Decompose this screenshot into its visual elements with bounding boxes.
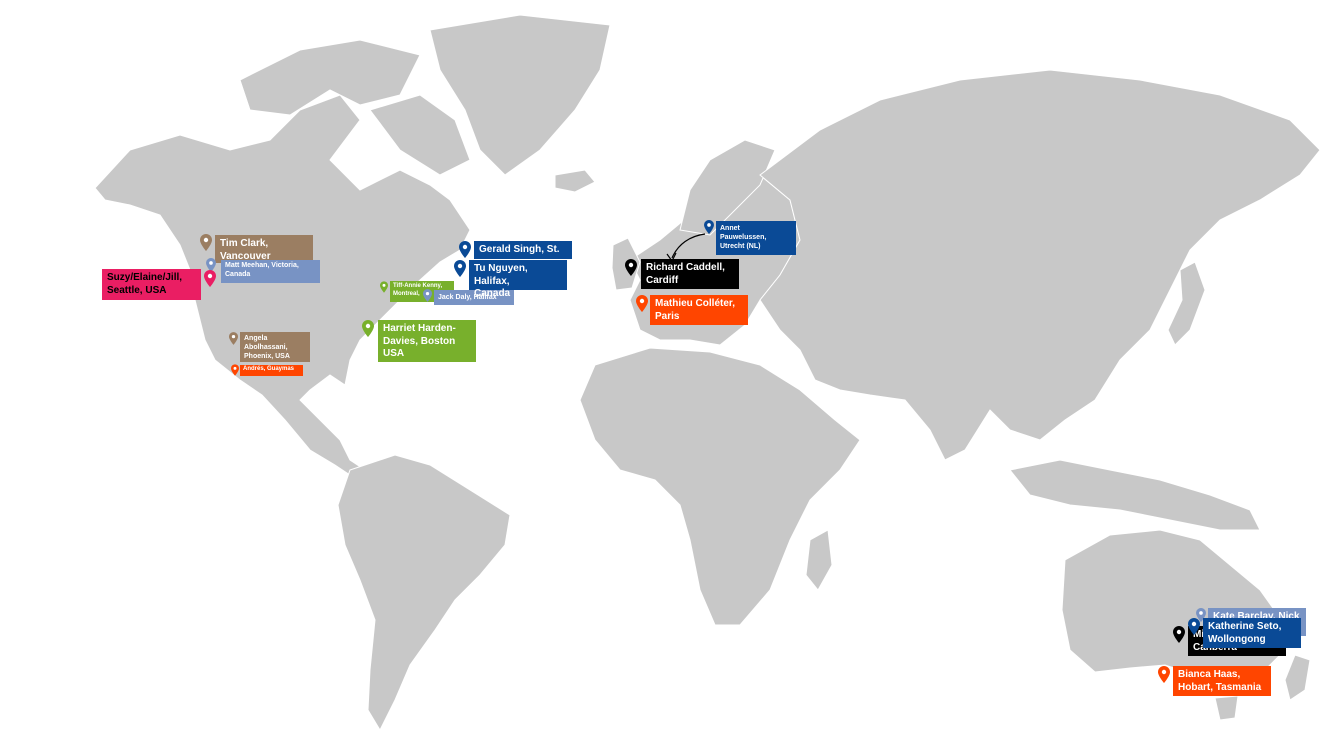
baffin-island [369, 94, 471, 176]
location-label: Jack Daly, Halifax [434, 290, 514, 305]
africa-landmass [579, 347, 861, 626]
location-label: Andrés, Guaymas [240, 365, 303, 376]
location-label: Suzy/Elaine/Jill, Seattle, USA [102, 269, 201, 300]
location-pin-icon [454, 260, 466, 277]
location-pin-icon [1158, 666, 1170, 683]
location-pin-icon [204, 270, 216, 287]
location-label: Bianca Haas, Hobart, Tasmania [1173, 666, 1271, 696]
greenland [429, 14, 611, 176]
location-label: Annet Pauwelussen, Utrecht (NL) [716, 221, 796, 255]
location-pin-icon [1188, 618, 1200, 635]
location-pin-icon [362, 320, 374, 337]
southeast-asia-islands [1009, 459, 1261, 531]
location-label: Katherine Seto, Wollongong [1203, 618, 1301, 648]
location-pin-icon [636, 295, 648, 312]
location-label: Richard Caddell, Cardiff [641, 259, 739, 289]
location-pin-icon [380, 281, 388, 293]
location-pin-icon [229, 332, 238, 345]
location-pin-icon [200, 234, 212, 251]
south-america-landmass [337, 454, 511, 732]
madagascar [805, 529, 833, 591]
north-america-landmass [94, 94, 471, 476]
location-pin-icon [1173, 626, 1185, 643]
location-label: Gerald Singh, St. [474, 241, 572, 259]
location-label: Harriet Harden- Davies, Boston USA [378, 320, 476, 362]
japan [1167, 261, 1206, 346]
location-label: Angela Abolhassani, Phoenix, USA [240, 332, 310, 362]
location-pin-icon [459, 241, 471, 258]
location-pin-icon [704, 220, 714, 234]
asia-landmass [759, 69, 1321, 461]
location-label: Tu Nguyen, Halifax, Canada [469, 260, 567, 299]
location-label: Tim Clark, Vancouver [215, 235, 313, 263]
iceland [554, 169, 596, 193]
location-label: Matt Meehan, Victoria, Canada [221, 260, 320, 283]
location-pin-icon [625, 259, 637, 276]
location-pin-icon [231, 364, 239, 376]
arctic-islands [239, 39, 421, 116]
location-pin-icon [206, 258, 216, 272]
location-pin-icon [423, 289, 432, 302]
location-label: Mathieu Colléter, Paris [650, 295, 748, 325]
new-zealand [1284, 654, 1311, 701]
tasmania [1214, 695, 1239, 721]
